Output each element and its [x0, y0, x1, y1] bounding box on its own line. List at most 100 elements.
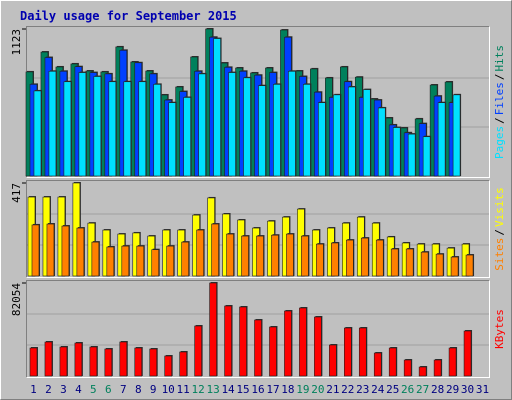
bar — [333, 94, 341, 177]
bar — [437, 102, 446, 177]
bar — [136, 245, 145, 277]
legend-entry: Visits — [493, 187, 506, 227]
x-tick-label: 14 — [221, 383, 235, 396]
bar — [288, 70, 296, 177]
bar — [134, 347, 143, 377]
x-tick-label: 3 — [60, 383, 67, 396]
x-tick-label: 10 — [162, 383, 175, 396]
bar — [358, 327, 367, 377]
bar — [59, 346, 68, 377]
x-tick-label: 30 — [461, 383, 474, 396]
x-tick-label: 19 — [296, 383, 309, 396]
x-tick-label: 5 — [90, 383, 97, 396]
bar — [198, 73, 206, 177]
bar — [435, 253, 444, 277]
x-tick-label: 2 — [45, 383, 52, 396]
x-tick-label: 21 — [326, 383, 339, 396]
bar — [179, 351, 187, 377]
bar — [211, 223, 219, 277]
x-tick-label: 4 — [75, 383, 82, 396]
bar — [422, 136, 431, 177]
x-tick-label: 1 — [30, 383, 37, 396]
x-tick-label: 11 — [177, 383, 190, 396]
x-tick-label: 25 — [386, 383, 399, 396]
y-tick-label: 82054 — [10, 283, 23, 316]
bar — [228, 72, 236, 177]
bar — [226, 233, 234, 277]
x-tick-label: 17 — [266, 383, 279, 396]
x-tick-label: 28 — [431, 383, 444, 396]
bar — [194, 325, 202, 377]
bar — [241, 235, 249, 277]
bar — [106, 246, 115, 277]
bar — [407, 133, 416, 177]
bar — [183, 97, 191, 177]
x-tick-label: 9 — [150, 383, 157, 396]
bar — [258, 85, 266, 177]
bar — [48, 70, 57, 177]
x-tick-label: 27 — [416, 383, 429, 396]
legend: Pages/Files/Hits — [493, 45, 506, 159]
x-tick-label: 16 — [251, 383, 264, 396]
bar — [318, 102, 326, 177]
bar — [450, 256, 459, 277]
bar — [149, 348, 158, 377]
bar — [181, 241, 189, 277]
bar — [463, 330, 472, 377]
bar — [44, 341, 53, 377]
bar — [329, 344, 337, 377]
bar — [61, 225, 70, 277]
x-tick-label: 7 — [120, 383, 127, 396]
panel-bevel — [26, 280, 490, 378]
bar — [89, 346, 98, 377]
bar — [138, 81, 147, 177]
x-tick-label: 20 — [311, 383, 324, 396]
bar — [452, 94, 461, 177]
bar — [224, 305, 232, 377]
panel-bevel — [26, 26, 490, 178]
y-tick-label: 417 — [10, 183, 23, 203]
bar — [403, 359, 412, 377]
bar — [269, 326, 277, 377]
bar — [123, 81, 132, 177]
x-tick-label: 29 — [446, 383, 459, 396]
bar — [316, 243, 324, 277]
x-tick-label: 22 — [341, 383, 354, 396]
x-tick-label: 26 — [401, 383, 414, 396]
bar — [344, 327, 352, 377]
bar — [418, 366, 427, 377]
bar — [164, 355, 172, 377]
bar — [390, 248, 399, 277]
legend-separator: / — [493, 117, 506, 124]
bar — [346, 239, 354, 277]
bar — [254, 319, 262, 377]
panel-bevel — [26, 180, 490, 278]
bar — [74, 342, 83, 377]
bar — [166, 245, 174, 277]
bar — [375, 239, 384, 277]
bar — [420, 251, 429, 277]
legend: KBytes — [493, 309, 506, 349]
legend-separator: / — [493, 229, 506, 236]
bar — [168, 102, 176, 177]
bar — [151, 249, 160, 277]
bar — [153, 84, 162, 177]
bar — [76, 227, 85, 277]
x-tick-label: 31 — [476, 383, 489, 396]
x-tick-label: 8 — [135, 383, 142, 396]
bar — [78, 72, 87, 177]
x-tick-label: 23 — [356, 383, 369, 396]
bar — [33, 90, 42, 177]
x-tick-label: 12 — [192, 383, 205, 396]
bar — [377, 107, 386, 177]
bar — [213, 38, 221, 177]
x-tick-label: 13 — [206, 383, 219, 396]
bar — [196, 229, 204, 277]
legend-entry: Pages — [493, 126, 506, 159]
bar — [104, 348, 113, 377]
x-tick-label: 15 — [236, 383, 249, 396]
bar — [239, 306, 247, 377]
bar — [392, 127, 401, 177]
legend-entry: Hits — [493, 45, 506, 72]
bar — [46, 223, 55, 277]
